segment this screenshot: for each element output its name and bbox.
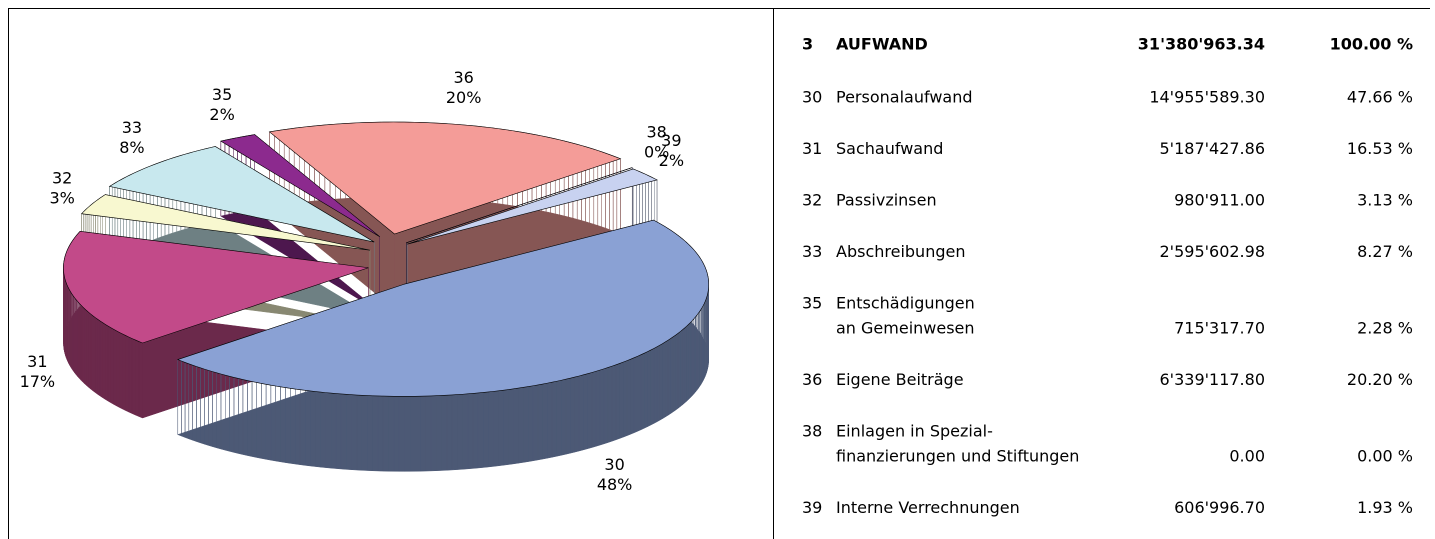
- header-code: 3: [802, 35, 813, 54]
- slice: [63, 230, 369, 344]
- row-percent: 0.00 %: [1357, 447, 1413, 466]
- row-amount: 6'339'117.80: [1160, 370, 1266, 389]
- slice-label-value: 20%: [446, 88, 482, 107]
- row-name: Eigene Beiträge: [836, 370, 964, 389]
- slice-label-value: 2%: [659, 151, 684, 170]
- row-percent: 1.93 %: [1357, 498, 1413, 517]
- row-amount: 5'187'427.86: [1160, 139, 1266, 158]
- row-code: 36: [802, 370, 822, 389]
- row-percent: 2.28 %: [1357, 319, 1413, 338]
- slice-label-category: 36: [453, 68, 473, 87]
- slice-label-category: 30: [604, 455, 624, 474]
- row-percent: 47.66 %: [1347, 88, 1413, 107]
- row-amount: 715'317.70: [1174, 319, 1265, 338]
- row-name: Einlagen in Spezial-: [836, 422, 993, 441]
- header-name: AUFWAND: [836, 35, 928, 54]
- row-percent: 20.20 %: [1347, 370, 1413, 389]
- row-percent: 16.53 %: [1347, 139, 1413, 158]
- row-name: finanzierungen und Stiftungen: [836, 447, 1079, 466]
- slice: [268, 121, 622, 235]
- header-percent: 100.00 %: [1330, 35, 1413, 54]
- row-code: 31: [802, 139, 822, 158]
- row-name: Personalaufwand: [836, 88, 973, 107]
- slice: [220, 134, 380, 237]
- slice: [80, 194, 371, 251]
- row-name: Interne Verrechnungen: [836, 498, 1020, 517]
- row-code: 38: [802, 422, 822, 441]
- row-name: an Gemeinwesen: [836, 319, 975, 338]
- row-code: 33: [802, 242, 822, 261]
- slice-label-category: 38: [647, 123, 667, 142]
- row-code: 30: [802, 88, 822, 107]
- slice: [407, 168, 658, 245]
- slice-label-category: 31: [27, 352, 47, 371]
- row-code: 32: [802, 191, 822, 210]
- row-name: Passivzinsen: [836, 191, 937, 210]
- row-amount: 0.00: [1229, 447, 1265, 466]
- slice-label-category: 33: [122, 118, 142, 137]
- row-name: Sachaufwand: [836, 139, 943, 158]
- slice: [108, 146, 375, 243]
- slice-label-category: 32: [52, 168, 72, 187]
- slice: [406, 167, 633, 244]
- slice-label-value: 2%: [209, 105, 234, 124]
- row-amount: 980'911.00: [1174, 191, 1265, 210]
- slice: [176, 219, 710, 397]
- slice-label-category: 39: [661, 131, 681, 150]
- row-percent: 3.13 %: [1357, 191, 1413, 210]
- slice-label-value: 48%: [597, 475, 633, 494]
- slice-label-value: 8%: [119, 138, 144, 157]
- slice-label-value: 0%: [644, 143, 669, 162]
- row-name: Entschädigungen: [836, 294, 975, 313]
- row-amount: 2'595'602.98: [1160, 242, 1266, 261]
- slice-label-value: 17%: [20, 372, 56, 391]
- row-code: 35: [802, 294, 822, 313]
- table: 3 AUFWAND 31'380'963.34 100.00 % 30 Personala…: [802, 35, 1413, 518]
- header-amount: 31'380'963.34: [1138, 35, 1265, 54]
- row-amount: 14'955'589.30: [1149, 88, 1265, 107]
- row-percent: 8.27 %: [1357, 242, 1413, 261]
- row-amount: 606'996.70: [1174, 498, 1265, 517]
- slice-label-value: 3%: [49, 188, 74, 207]
- slice-label-category: 35: [212, 85, 232, 104]
- row-code: 39: [802, 498, 822, 517]
- row-name: Abschreibungen: [836, 242, 965, 261]
